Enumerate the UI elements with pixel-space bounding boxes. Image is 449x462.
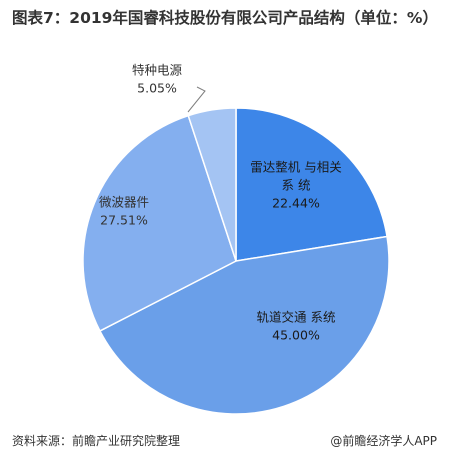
footer: 资料来源：前瞻产业研究院整理 @前瞻经济学人APP <box>12 432 437 449</box>
slice-label-0: 系 统 <box>282 178 311 193</box>
slice-value-1: 45.00% <box>272 328 320 343</box>
slice-value-0: 22.44% <box>272 196 320 211</box>
pie-slice-0 <box>235 107 388 262</box>
leader-line-3 <box>187 86 206 113</box>
pie-slice-1 <box>98 235 390 415</box>
slice-value-3: 5.05% <box>137 81 177 96</box>
pie-slice-3 <box>187 107 237 262</box>
pie-slice-2 <box>82 114 237 332</box>
chart-title: 图表7：2019年国睿科技股份有限公司产品结构（单位：%） <box>12 9 438 27</box>
slice-label-0: 雷达整机 与相关 <box>250 160 341 175</box>
slice-label-1: 轨道交通 系统 <box>257 310 336 325</box>
slice-label-3: 特种电源 <box>132 63 183 78</box>
slice-label-2: 微波器件 <box>99 195 149 210</box>
slice-value-2: 27.51% <box>100 213 148 228</box>
source-note: 资料来源：前瞻产业研究院整理 <box>12 434 181 448</box>
brand-credit: @前瞻经济学人APP <box>330 434 437 448</box>
